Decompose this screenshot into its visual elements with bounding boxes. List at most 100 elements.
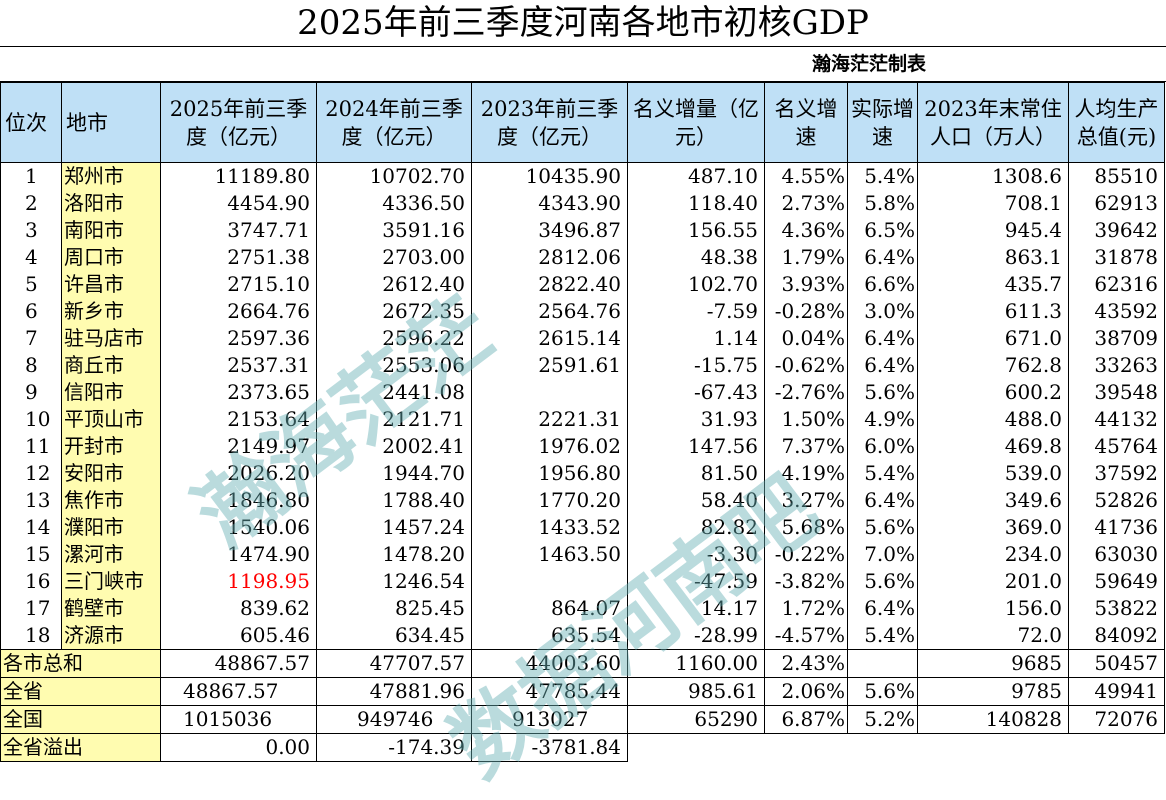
summary-label[interactable]: 全省 <box>0 677 161 706</box>
cell-per-capita[interactable]: 53822 <box>1068 595 1165 622</box>
cell-gdp-2023[interactable]: 47785.44 <box>471 677 628 706</box>
cell-city[interactable]: 济源市 <box>61 622 161 650</box>
cell-gdp-2024[interactable]: 949746 <box>316 705 472 734</box>
cell-gdp-2025[interactable]: 839.62 <box>160 595 317 622</box>
cell-per-capita[interactable]: 49941 <box>1068 677 1165 706</box>
cell-nominal-growth[interactable]: 0.04% <box>764 325 848 352</box>
cell-gdp-2025[interactable]: 0.00 <box>160 733 317 762</box>
cell-gdp-2025[interactable]: 1540.06 <box>160 514 317 541</box>
cell-gdp-2025[interactable]: 4454.90 <box>160 190 317 217</box>
cell-nominal-growth[interactable]: 1.79% <box>764 244 848 271</box>
cell-gdp-2025[interactable]: 2597.36 <box>160 325 317 352</box>
cell-nominal-increase[interactable]: 31.93 <box>627 406 765 433</box>
cell-gdp-2023[interactable]: 2615.14 <box>471 325 628 352</box>
cell-per-capita[interactable]: 37592 <box>1068 460 1165 487</box>
cell-nominal-growth[interactable]: 7.37% <box>764 433 848 460</box>
cell-nominal-growth[interactable]: -0.62% <box>764 352 848 379</box>
cell-nominal-increase[interactable]: -7.59 <box>627 298 765 325</box>
cell-nominal-increase[interactable]: -3.30 <box>627 541 765 568</box>
cell-nominal-growth[interactable]: 3.93% <box>764 271 848 298</box>
cell-population[interactable]: 600.2 <box>917 379 1069 406</box>
cell-city[interactable]: 新乡市 <box>61 298 161 325</box>
cell-city[interactable]: 驻马店市 <box>61 325 161 352</box>
cell-real-growth[interactable]: 5.6% <box>847 568 918 595</box>
cell-nominal-increase[interactable]: 58.40 <box>627 487 765 514</box>
cell-gdp-2025[interactable]: 2751.38 <box>160 244 317 271</box>
cell-gdp-2025[interactable]: 2026.20 <box>160 460 317 487</box>
cell-per-capita[interactable]: 84092 <box>1068 622 1165 650</box>
cell-nominal-increase[interactable]: -15.75 <box>627 352 765 379</box>
cell-gdp-2025[interactable]: 605.46 <box>160 622 317 650</box>
cell-population[interactable]: 369.0 <box>917 514 1069 541</box>
cell-nominal-increase[interactable]: 65290 <box>627 705 765 734</box>
cell-real-growth[interactable]: 5.6% <box>847 677 918 706</box>
cell-gdp-2024[interactable]: 2596.22 <box>316 325 472 352</box>
cell-gdp-2025[interactable]: 1198.95 <box>160 568 317 595</box>
header-gdp-2025[interactable]: 2025年前三季度（亿元） <box>160 82 317 163</box>
cell-rank[interactable]: 9 <box>0 379 62 406</box>
cell-rank[interactable]: 10 <box>0 406 62 433</box>
cell-per-capita[interactable]: 52826 <box>1068 487 1165 514</box>
cell-per-capita[interactable]: 50457 <box>1068 649 1165 678</box>
cell-gdp-2024[interactable]: 2002.41 <box>316 433 472 460</box>
cell-city[interactable]: 郑州市 <box>61 162 161 190</box>
cell-nominal-growth[interactable]: -4.57% <box>764 622 848 650</box>
cell-nominal-growth[interactable]: 4.19% <box>764 460 848 487</box>
cell-gdp-2024[interactable]: 2612.40 <box>316 271 472 298</box>
cell-population[interactable]: 762.8 <box>917 352 1069 379</box>
cell-per-capita[interactable]: 43592 <box>1068 298 1165 325</box>
cell-rank[interactable]: 2 <box>0 190 62 217</box>
cell-nominal-growth[interactable]: 5.68% <box>764 514 848 541</box>
cell-per-capita[interactable]: 41736 <box>1068 514 1165 541</box>
cell-per-capita[interactable]: 63030 <box>1068 541 1165 568</box>
cell-gdp-2023[interactable]: 1433.52 <box>471 514 628 541</box>
cell-nominal-increase[interactable]: 985.61 <box>627 677 765 706</box>
cell-gdp-2025[interactable]: 1015036 <box>160 705 317 734</box>
cell-gdp-2025[interactable]: 1846.80 <box>160 487 317 514</box>
cell-population[interactable]: 945.4 <box>917 217 1069 244</box>
header-city[interactable]: 地市 <box>61 82 161 163</box>
summary-label[interactable]: 全省溢出 <box>0 733 161 762</box>
cell-population[interactable]: 708.1 <box>917 190 1069 217</box>
cell-gdp-2023[interactable]: 44003.60 <box>471 649 628 678</box>
cell-population[interactable]: 863.1 <box>917 244 1069 271</box>
cell-gdp-2024[interactable]: 1478.20 <box>316 541 472 568</box>
cell-rank[interactable]: 4 <box>0 244 62 271</box>
cell-gdp-2023[interactable]: 864.07 <box>471 595 628 622</box>
header-per-capita[interactable]: 人均生产总值(元) <box>1068 82 1165 163</box>
cell-gdp-2024[interactable]: 2703.00 <box>316 244 472 271</box>
cell-per-capita[interactable]: 33263 <box>1068 352 1165 379</box>
cell-city[interactable]: 周口市 <box>61 244 161 271</box>
summary-label[interactable]: 全国 <box>0 705 161 734</box>
cell-gdp-2024[interactable]: 1944.70 <box>316 460 472 487</box>
cell-gdp-2024[interactable]: 1246.54 <box>316 568 472 595</box>
cell-gdp-2025[interactable]: 2373.65 <box>160 379 317 406</box>
cell-nominal-increase[interactable]: 48.38 <box>627 244 765 271</box>
cell-city[interactable]: 濮阳市 <box>61 514 161 541</box>
cell-gdp-2023[interactable]: 2812.06 <box>471 244 628 271</box>
cell-city[interactable]: 焦作市 <box>61 487 161 514</box>
cell-nominal-growth[interactable]: 3.27% <box>764 487 848 514</box>
cell-real-growth[interactable] <box>847 649 918 678</box>
cell-real-growth[interactable]: 6.5% <box>847 217 918 244</box>
cell-rank[interactable]: 5 <box>0 271 62 298</box>
cell-real-growth[interactable]: 6.4% <box>847 595 918 622</box>
summary-label[interactable]: 各市总和 <box>0 649 161 678</box>
cell-gdp-2023[interactable]: 913027 <box>471 705 628 734</box>
cell-real-growth[interactable]: 5.2% <box>847 705 918 734</box>
cell-nominal-growth[interactable]: 2.43% <box>764 649 848 678</box>
cell-real-growth[interactable]: 6.4% <box>847 244 918 271</box>
cell-per-capita[interactable]: 72076 <box>1068 705 1165 734</box>
cell-gdp-2025[interactable]: 2664.76 <box>160 298 317 325</box>
cell-gdp-2025[interactable]: 1474.90 <box>160 541 317 568</box>
cell-rank[interactable]: 18 <box>0 622 62 650</box>
cell-population[interactable]: 488.0 <box>917 406 1069 433</box>
cell-gdp-2023[interactable]: 3496.87 <box>471 217 628 244</box>
cell-per-capita[interactable]: 85510 <box>1068 162 1165 190</box>
cell-per-capita[interactable]: 31878 <box>1068 244 1165 271</box>
cell-population[interactable]: 435.7 <box>917 271 1069 298</box>
cell-gdp-2024[interactable]: 47881.96 <box>316 677 472 706</box>
cell-real-growth[interactable]: 5.4% <box>847 460 918 487</box>
cell-gdp-2023[interactable]: 10435.90 <box>471 162 628 190</box>
cell-population[interactable]: 72.0 <box>917 622 1069 650</box>
